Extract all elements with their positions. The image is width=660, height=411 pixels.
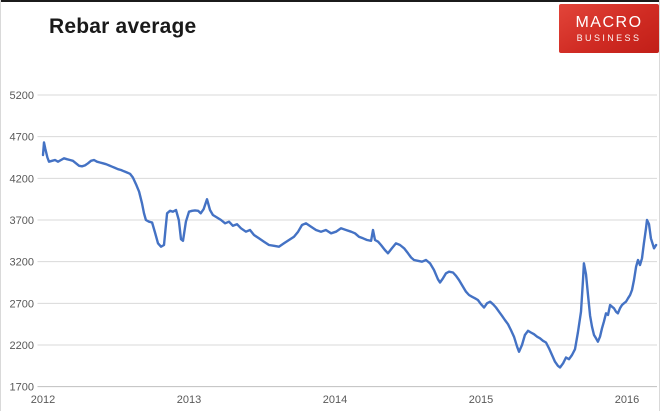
y-tick-label-3700: 3700 (10, 215, 34, 227)
y-tick-label-5200: 5200 (10, 90, 34, 102)
x-tick-label-2015: 2015 (469, 394, 493, 406)
y-tick-label-4700: 4700 (10, 132, 34, 144)
logo-text-macro: MACRO (575, 13, 643, 31)
macrobusiness-logo: MACRO BUSINESS (559, 4, 659, 53)
x-tick-label-2013: 2013 (177, 394, 201, 406)
logo-text-business: BUSINESS (576, 32, 642, 43)
series-line-rebar-average (41, 141, 658, 369)
x-tick-label-2014: 2014 (323, 394, 347, 406)
x-tick-label-2016: 2016 (615, 394, 639, 406)
y-tick-label-3200: 3200 (10, 257, 34, 269)
y-tick-label-1700: 1700 (10, 382, 34, 394)
top-border (1, 0, 659, 2)
y-tick-label-4200: 4200 (10, 173, 34, 185)
y-tick-label-2200: 2200 (10, 340, 34, 352)
y-tick-label-2700: 2700 (10, 298, 34, 310)
x-tick-label-2012: 2012 (31, 394, 55, 406)
chart-title: Rebar average (49, 15, 197, 38)
